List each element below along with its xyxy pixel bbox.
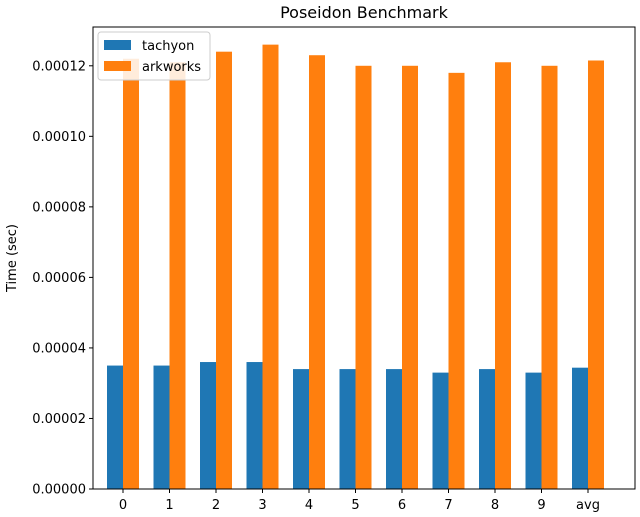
bar-arkworks-0 (123, 58, 139, 490)
x-tick-label: 2 (212, 498, 220, 513)
y-axis: 0.00000 0.00002 0.00004 0.00006 0.00008 0.000… (32, 59, 93, 498)
legend-swatch-tachyon (104, 40, 131, 50)
bar-arkworks-3 (262, 44, 279, 490)
x-tick-label: 1 (165, 498, 173, 513)
bar-tachyon-6 (386, 369, 402, 489)
x-axis: 0 1 2 3 4 5 6 7 8 9 avg (119, 489, 600, 513)
bar-tachyon-1 (153, 365, 170, 489)
y-tick-label: 0.00000 (32, 483, 86, 498)
bar-tachyon-5 (339, 369, 356, 489)
y-tick-label: 0.00010 (32, 130, 86, 145)
x-tick-label: 3 (258, 498, 266, 513)
x-tick-label: 8 (491, 498, 499, 513)
bar-arkworks-4 (309, 55, 325, 489)
y-axis-label: Time (sec) (5, 224, 20, 293)
bar-arkworks-6 (402, 65, 418, 490)
x-tick-label: avg (576, 498, 600, 513)
bar-arkworks-2 (216, 51, 232, 490)
bar-tachyon-3 (246, 362, 263, 489)
bar-tachyon-7 (432, 372, 449, 489)
bar-tachyon-2 (200, 362, 216, 489)
bars-group (107, 44, 604, 490)
x-tick-label: 4 (305, 498, 313, 513)
bar-arkworks-5 (355, 65, 372, 490)
bar-arkworks-1 (169, 62, 186, 489)
x-tick-label: 6 (398, 498, 406, 513)
bar-arkworks-avg (588, 60, 604, 490)
y-tick-label: 0.00008 (32, 200, 86, 215)
y-tick-label: 0.00002 (32, 412, 86, 427)
plot-frame (92, 26, 636, 490)
y-tick-label: 0.00004 (32, 341, 86, 356)
bar-tachyon-8 (479, 369, 495, 489)
bar-arkworks-9 (541, 65, 558, 490)
y-tick-label: 0.00006 (32, 271, 86, 286)
legend-label-arkworks: arkworks (142, 60, 201, 75)
legend-swatch-arkworks (104, 61, 131, 71)
bar-tachyon-9 (525, 372, 542, 489)
y-tick-label: 0.00012 (32, 59, 86, 74)
bar-tachyon-avg (572, 367, 588, 489)
bar-tachyon-4 (293, 369, 309, 489)
chart-title: Poseidon Benchmark (280, 3, 449, 22)
x-tick-label: 5 (351, 498, 359, 513)
bar-arkworks-8 (495, 62, 511, 489)
legend-label-tachyon: tachyon (142, 39, 194, 54)
x-tick-label: 0 (119, 498, 127, 513)
x-tick-label: 9 (537, 498, 545, 513)
x-tick-label: 7 (444, 498, 452, 513)
bar-tachyon-0 (107, 365, 123, 489)
bar-arkworks-7 (448, 72, 465, 490)
legend: tachyon arkworks (97, 31, 211, 81)
